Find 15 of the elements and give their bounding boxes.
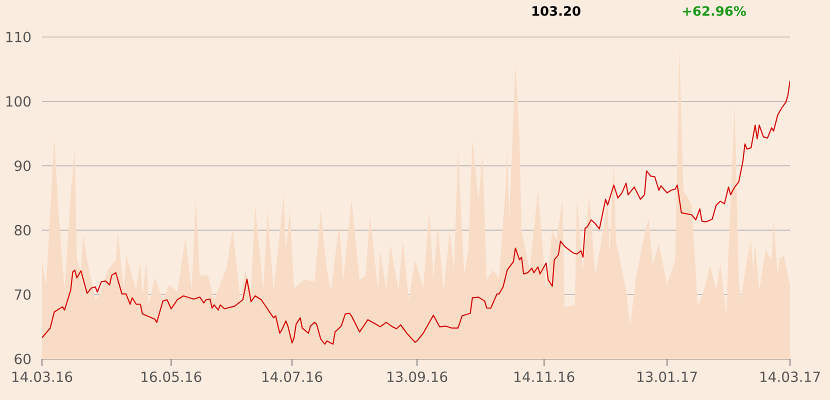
y-tick-label: 110	[6, 32, 31, 42]
y-tick-label: 90	[14, 160, 31, 172]
y-tick-label: 60	[14, 354, 31, 364]
x-tick-label: 16.05.16	[142, 372, 202, 382]
x-tick-label: 13.01.17	[638, 372, 697, 382]
text: 103.20	[532, 6, 580, 16]
x-tick-label: 14.11.16	[514, 372, 574, 382]
text: +62.96%	[682, 6, 746, 16]
y-tick-label: 100	[6, 96, 31, 107]
y-tick-label: 80	[14, 224, 31, 236]
x-tick-label: 14.07.16	[262, 372, 322, 382]
x-tick-label: 13.09.16	[388, 372, 448, 382]
x-tick-label: 14.03.16	[12, 372, 72, 382]
x-tick-label: 14.03.17	[760, 372, 820, 382]
y-tick-label: 70	[14, 289, 31, 300]
